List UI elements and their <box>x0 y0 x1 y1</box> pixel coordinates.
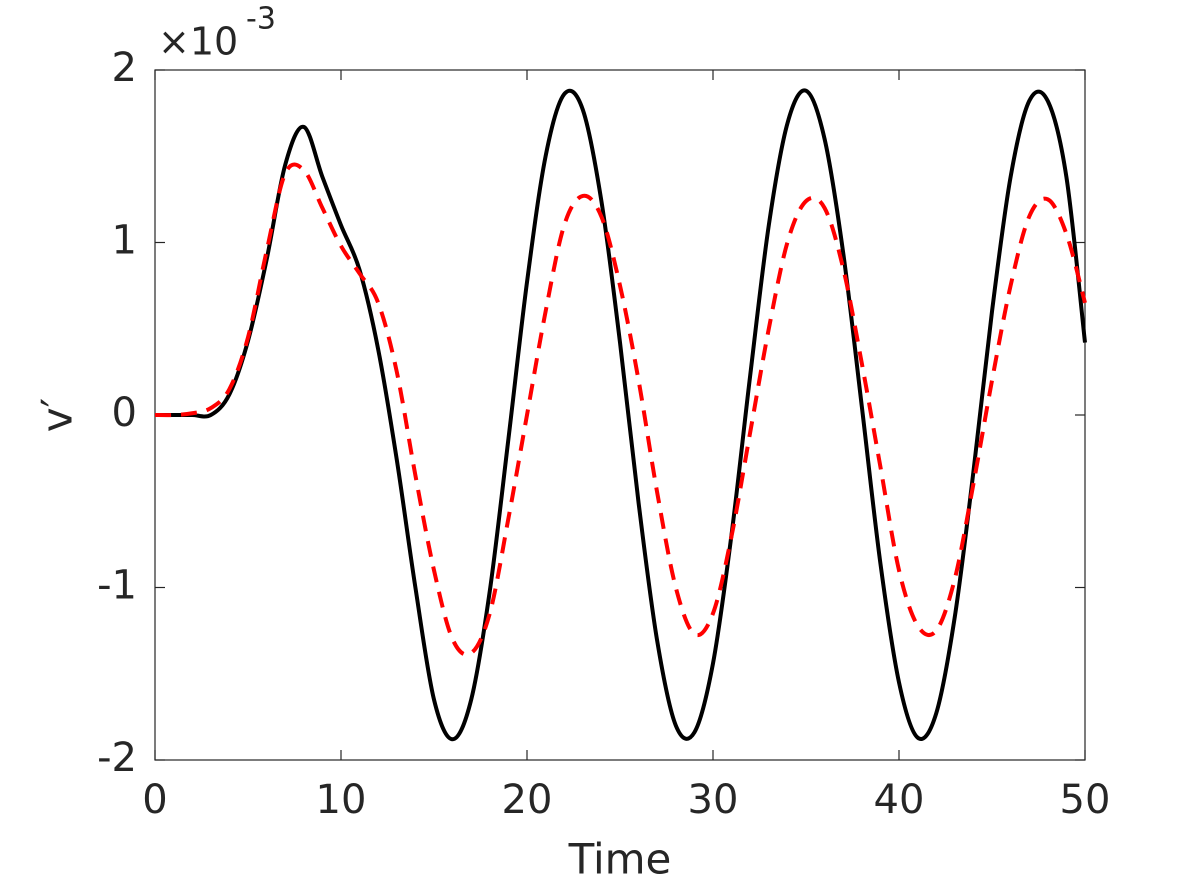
y-exponent-base: ×10 <box>158 20 238 64</box>
y-tick-label: 1 <box>112 218 137 264</box>
x-tick-label: 0 <box>142 777 167 823</box>
y-tick-label: -2 <box>97 735 137 781</box>
x-tick-label: 20 <box>502 777 553 823</box>
line-series <box>154 162 1087 657</box>
x-axis-label: Time <box>568 835 672 884</box>
y-tick-label: 0 <box>112 390 137 436</box>
y-tick-label: -1 <box>97 563 137 609</box>
plot-frame <box>154 69 1086 761</box>
y-axis-label: v′ <box>33 398 82 432</box>
x-tick-label: 10 <box>316 777 367 823</box>
y-exponent-power: -3 <box>246 2 276 37</box>
line-series <box>155 88 1087 742</box>
x-tick-label: 50 <box>1060 777 1111 823</box>
x-tick-label: 40 <box>874 777 925 823</box>
x-tick-label: 30 <box>688 777 739 823</box>
y-tick-label: 2 <box>112 45 137 91</box>
